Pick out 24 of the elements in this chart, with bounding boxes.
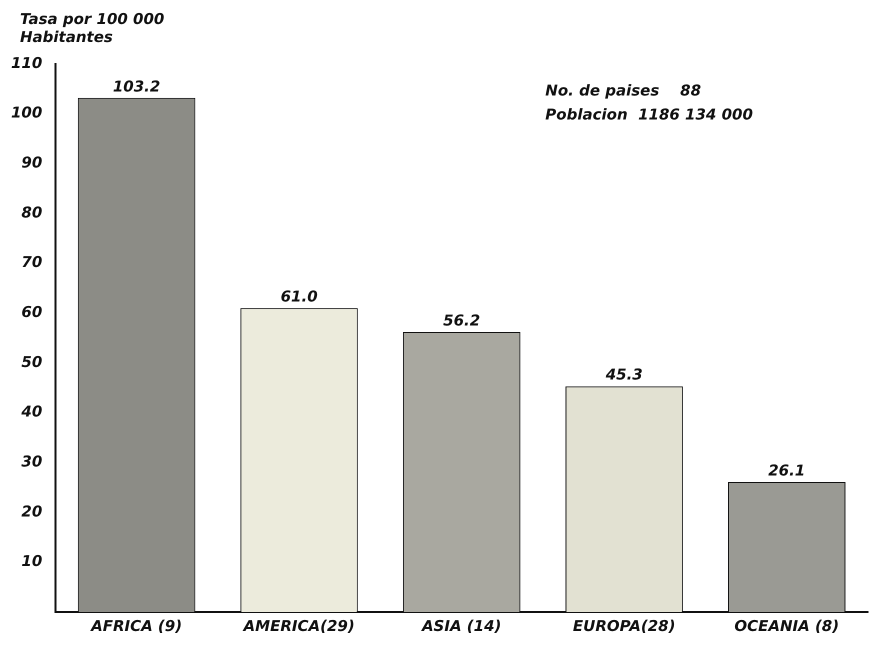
y-tick-label: 20 <box>21 502 42 520</box>
x-tick-label: AMERICA(29) <box>242 616 355 635</box>
data-label: 61.0 <box>280 288 318 306</box>
y-axis-title: Tasa por 100 000 Habitantes <box>20 10 166 46</box>
y-tick-label: 70 <box>21 253 42 272</box>
y-tick-label: 90 <box>21 154 42 172</box>
y-tick-label: 30 <box>21 452 42 470</box>
y-tick-label: 80 <box>21 203 42 222</box>
y-tick-label: 60 <box>21 302 42 321</box>
x-tick-label: ASIA (14) <box>420 616 502 635</box>
x-tick-label: EUROPA(28) <box>572 616 676 635</box>
y-tick-label: 10 <box>21 552 42 570</box>
y-tick-label: 110 <box>11 54 42 72</box>
data-label: 56.2 <box>443 311 480 330</box>
data-label: 26.1 <box>768 461 806 480</box>
x-tick-label: OCEANIA (8) <box>734 616 840 635</box>
y-tick-label: 100 <box>11 104 42 122</box>
annotation: Poblacion 1186 134 000 <box>545 105 753 124</box>
data-label: 103.2 <box>112 77 160 96</box>
y-tick-label: 50 <box>21 352 42 371</box>
data-label: 45.3 <box>604 366 643 384</box>
y-tick-label: 40 <box>20 402 42 421</box>
annotation: No. de paises 88 <box>545 81 702 100</box>
x-tick-label: AFRICA (9) <box>90 616 182 635</box>
